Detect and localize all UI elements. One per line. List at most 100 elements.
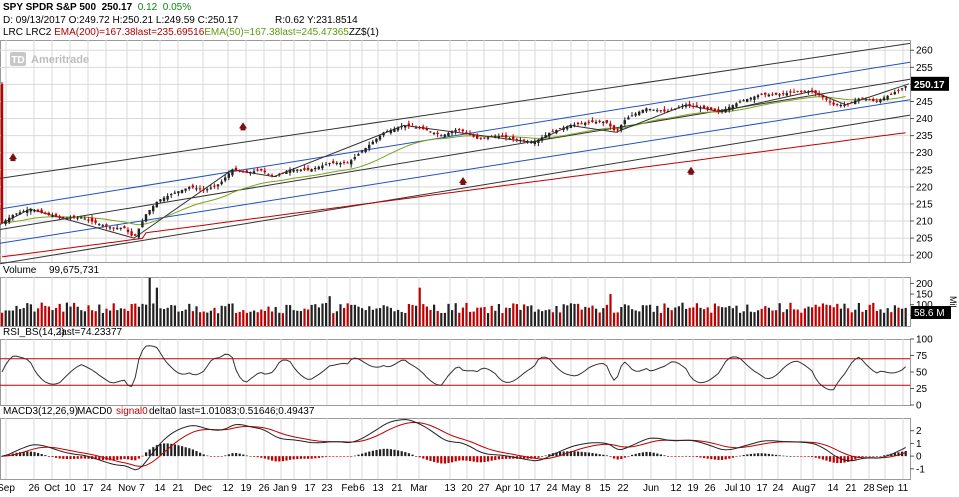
volume-bar	[191, 311, 194, 326]
volume-bar	[587, 307, 590, 326]
candle-body	[879, 99, 882, 103]
volume-bar	[112, 303, 115, 326]
macd-histogram-bar	[307, 456, 310, 459]
volume-bar	[875, 310, 878, 326]
macd-histogram-bar	[364, 452, 367, 457]
volume-bar	[353, 304, 356, 326]
candle-body	[702, 105, 706, 109]
candle-body	[188, 187, 191, 189]
candle-body	[346, 162, 349, 164]
macd-histogram-bar	[51, 456, 54, 458]
volume-bar	[1, 312, 4, 326]
volume-bar	[422, 304, 425, 326]
volume-bar	[22, 308, 25, 326]
macd-histogram-bar	[562, 451, 565, 457]
macd-histogram-bar	[278, 456, 281, 462]
volume-bar	[656, 305, 659, 326]
volume-bar	[181, 311, 184, 326]
macd-histogram-bar	[767, 453, 770, 457]
volume-bar	[508, 307, 511, 326]
candle-body	[479, 137, 482, 139]
candle-body	[659, 110, 662, 112]
x-tick-label: 24	[772, 483, 784, 494]
macd-histogram-bar	[454, 456, 457, 462]
volume-bar	[904, 307, 907, 326]
macd-histogram-bar	[429, 456, 432, 461]
volume-bar	[814, 304, 817, 326]
volume-bar	[400, 311, 403, 326]
macd-histogram-bar	[325, 456, 328, 457]
candle-body	[393, 128, 396, 132]
candle-body	[738, 101, 742, 103]
volume-bar	[69, 306, 72, 326]
candle-body	[731, 105, 734, 110]
candle-body	[771, 94, 774, 96]
macd-histogram-bar	[541, 456, 544, 457]
volume-bar	[566, 305, 569, 326]
signal-arrow	[239, 122, 247, 131]
candle-body	[684, 104, 688, 107]
candle-body	[72, 215, 76, 218]
macd-histogram-bar	[609, 456, 612, 457]
volume-bar	[548, 309, 551, 326]
rsi-tick-label: 75	[916, 351, 928, 362]
macd-histogram-bar	[253, 456, 256, 457]
macd-histogram-bar	[688, 456, 691, 457]
macd-histogram-bar	[548, 454, 551, 457]
volume-bar	[278, 312, 281, 326]
x-tick-label: Dec	[194, 483, 212, 494]
candle-body	[555, 130, 558, 134]
macd-histogram-bar	[731, 456, 734, 458]
candle-body	[256, 169, 259, 171]
candle-body	[15, 213, 18, 215]
volume-bar	[706, 307, 709, 326]
macd-histogram-bar	[263, 456, 266, 459]
candle-body	[281, 172, 284, 174]
volume-bar	[242, 310, 245, 326]
macd-histogram-bar	[407, 453, 410, 457]
macd-histogram-bar	[447, 456, 450, 464]
candle-body	[58, 216, 61, 218]
macd-histogram-bar	[199, 452, 202, 457]
volume-bar	[397, 309, 400, 326]
volume-bar	[879, 309, 882, 326]
panel-frame-1	[0, 277, 911, 327]
macd-histogram-bar	[623, 456, 626, 458]
macd-histogram-bar	[717, 456, 720, 460]
candle-body	[252, 171, 256, 174]
macd-histogram-bar	[361, 453, 364, 457]
candle-body	[724, 108, 727, 113]
candle-body	[803, 90, 806, 92]
volume-bar	[512, 303, 515, 326]
candle-body	[83, 218, 86, 220]
candle-body	[890, 93, 893, 95]
macd-histogram-bar	[472, 456, 475, 462]
candle-body	[501, 135, 504, 137]
macd-histogram-bar	[173, 444, 176, 457]
macd-histogram-bar	[850, 456, 853, 461]
macd-histogram-bar	[177, 445, 180, 457]
macd-histogram-bar	[753, 453, 756, 457]
candle-body	[4, 220, 7, 225]
panel-frame-3	[0, 418, 911, 480]
candle-body	[357, 154, 360, 156]
volume-bar	[94, 311, 97, 326]
candle-body	[623, 120, 626, 125]
candle-body	[130, 231, 133, 236]
price-tick-label: 200	[916, 251, 933, 262]
macd-histogram-bar	[404, 452, 407, 457]
chart-header-line-3: LRC LRC2 EMA(200)=167.38last=235.69516EM…	[3, 27, 379, 38]
candle-body	[760, 93, 763, 95]
volume-bar	[886, 308, 889, 326]
x-tick-label: 15	[599, 483, 611, 494]
volume-bar	[494, 310, 497, 326]
volume-bar	[775, 310, 778, 326]
x-tick-label: 21	[172, 483, 184, 494]
macd-histogram-bar	[415, 456, 418, 457]
volume-bar	[199, 312, 202, 326]
volume-bar	[523, 304, 526, 326]
volume-bar	[415, 305, 418, 326]
candle-body	[224, 177, 227, 181]
x-tick-label: 12	[222, 483, 234, 494]
candle-body	[836, 104, 839, 106]
